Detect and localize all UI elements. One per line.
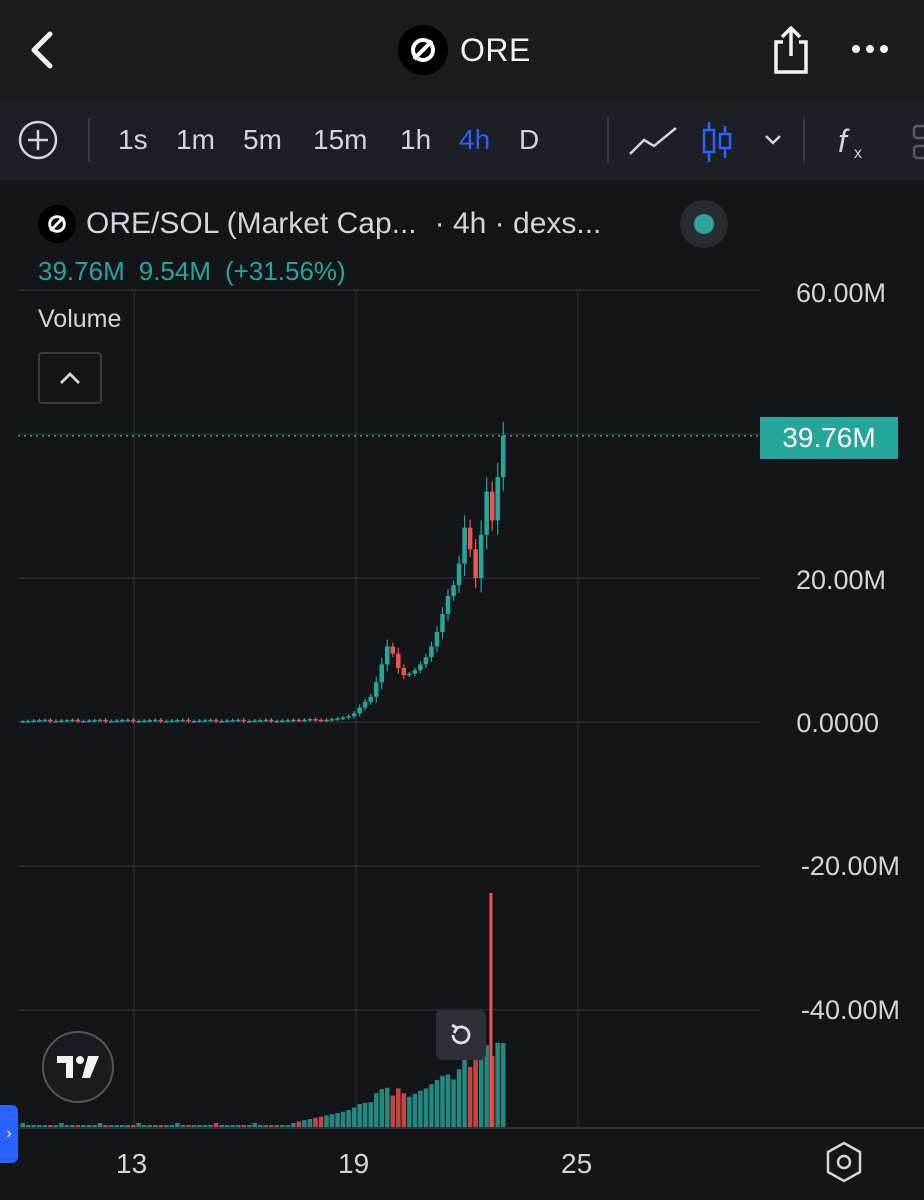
toolbar-divider <box>88 118 90 162</box>
ohlc-values: 39.76M 9.54M (+31.56%) <box>38 256 346 287</box>
token-title: ORE <box>398 25 531 75</box>
timeframe-1m[interactable]: 1m <box>176 124 215 155</box>
refresh-icon <box>451 1023 471 1045</box>
symbol-name: ORE/SOL (Market Cap... <box>86 207 417 240</box>
timeframe-4h[interactable]: 4h <box>459 124 491 155</box>
last-value: 39.76M <box>38 256 125 286</box>
interval-source: · 4h · dexs... <box>434 207 602 240</box>
templates-icon[interactable] <box>908 122 924 162</box>
ore-logo-icon <box>38 205 76 243</box>
svg-text:f: f <box>838 123 850 159</box>
collapse-legend-button[interactable] <box>38 352 102 404</box>
y-axis-label: -40.00M <box>800 995 900 1025</box>
timeframe-5m[interactable]: 5m <box>243 124 282 155</box>
timeframe-1h[interactable]: 1h <box>400 124 432 155</box>
chevron-up-icon <box>60 372 80 384</box>
page-title: ORE <box>460 31 531 68</box>
timeframe-d[interactable]: D <box>519 124 540 155</box>
settings-hexagon-icon[interactable] <box>824 1140 864 1184</box>
app-header: ORE <box>0 0 924 100</box>
more-horizontal-icon[interactable] <box>848 34 892 64</box>
market-status-indicator[interactable] <box>680 200 728 248</box>
chevron-down-icon[interactable] <box>762 130 784 150</box>
reset-chart-button[interactable] <box>436 1010 486 1060</box>
timeframe-15m[interactable]: 15m <box>313 124 368 155</box>
y-axis-label: 20.00M <box>795 565 886 595</box>
ore-logo-icon <box>398 25 448 75</box>
chart-toolbar: 1s 1m 5m 15m 1h 4h D f x <box>0 100 924 245</box>
last-price-tag: 39.76M <box>760 417 898 459</box>
timeframe-1s[interactable]: 1s <box>118 124 148 155</box>
function-icon[interactable]: f x <box>834 118 874 164</box>
chevron-left-icon[interactable] <box>24 30 60 70</box>
change-value: 9.54M <box>138 256 211 286</box>
line-chart-icon[interactable] <box>628 124 678 158</box>
volume-label: Volume <box>38 305 122 333</box>
x-axis-label: 19 <box>338 1148 370 1179</box>
y-axis-label: 60.00M <box>795 278 886 308</box>
x-axis-label: 25 <box>561 1148 593 1179</box>
symbol-legend[interactable]: ORE/SOL (Market Cap... · 4h · dexs... <box>38 205 601 243</box>
svg-text:x: x <box>854 145 862 162</box>
y-axis-label: 0.0000 <box>796 708 879 738</box>
candlestick-icon[interactable] <box>700 120 734 164</box>
add-indicator-icon[interactable] <box>18 120 58 160</box>
side-panel-handle[interactable]: › <box>0 1105 18 1163</box>
y-axis-label: -20.00M <box>800 851 900 881</box>
change-percent: (+31.56%) <box>225 256 346 286</box>
share-icon[interactable] <box>770 24 812 76</box>
toolbar-divider <box>607 118 609 162</box>
tradingview-logo-icon[interactable] <box>42 1031 114 1103</box>
toolbar-divider <box>803 118 805 162</box>
x-axis-label: 13 <box>116 1148 148 1179</box>
